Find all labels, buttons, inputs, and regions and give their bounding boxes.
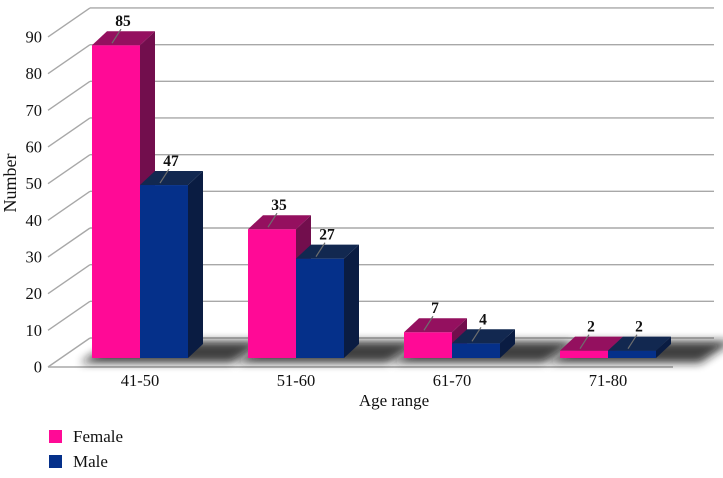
value-label: 85 — [115, 13, 131, 30]
bar-front-face — [140, 185, 188, 358]
x-category-label: 71-80 — [589, 371, 628, 390]
bar-front-face — [560, 350, 608, 358]
bar-top-face — [296, 244, 359, 259]
gridline-depth — [47, 190, 91, 221]
y-axis-title: Number — [0, 153, 20, 213]
label-leader-line — [471, 326, 482, 342]
bar-male-71-80: 2 — [608, 319, 671, 358]
y-tick-label: 50 — [26, 174, 43, 193]
y-tick-label: 60 — [26, 137, 43, 156]
y-tick-label: 0 — [34, 358, 42, 377]
label-leader-line — [579, 334, 590, 349]
bar-front-face — [248, 229, 296, 358]
x-category-label: 51-60 — [277, 371, 316, 390]
bar-front-face — [608, 350, 656, 358]
bar-female-51-60: 35 — [248, 197, 311, 358]
legend-item-male: Male — [49, 453, 123, 470]
y-tick-label: 80 — [26, 64, 43, 83]
bar-front-face — [404, 332, 452, 358]
x-category-label: 61-70 — [433, 371, 472, 390]
bar-male-61-70: 4 — [452, 311, 515, 358]
bar-front-face — [296, 258, 344, 358]
y-tick-label: 40 — [26, 211, 43, 230]
label-leader-line — [423, 315, 434, 331]
legend-swatch-female — [49, 430, 62, 443]
gridline-depth — [47, 80, 91, 111]
value-label: 4 — [479, 311, 487, 328]
value-label: 47 — [163, 153, 179, 170]
gridline-depth — [47, 117, 91, 148]
x-category-label: 41-50 — [121, 371, 160, 390]
y-tick-label: 90 — [26, 27, 43, 46]
x-axis-title: Age range — [358, 391, 430, 410]
label-leader-line — [315, 242, 326, 257]
gridline-depth — [47, 300, 91, 331]
gridline-depth — [47, 7, 91, 38]
legend-swatch-male — [49, 455, 62, 468]
bar-top-face — [92, 31, 155, 46]
value-label: 7 — [431, 300, 439, 317]
label-leader-line — [267, 212, 278, 228]
bar-side-face — [188, 171, 203, 358]
bar-front-face — [92, 45, 140, 358]
y-tick-label: 70 — [26, 101, 43, 120]
legend: Female Male — [49, 428, 123, 478]
bar-top-face — [608, 336, 671, 351]
bar-side-face — [344, 244, 359, 358]
bar-side-face — [656, 336, 671, 358]
value-label: 35 — [271, 197, 287, 214]
label-leader-line — [627, 334, 638, 349]
bar-top-face — [452, 329, 515, 344]
y-tick-label: 10 — [26, 321, 43, 340]
bar-male-51-60: 27 — [296, 227, 359, 358]
bar-top-face — [560, 336, 623, 351]
legend-label: Female — [73, 427, 124, 446]
bar-top-face — [404, 318, 467, 333]
bar-side-face — [500, 329, 515, 358]
gridline-depth — [47, 154, 91, 185]
bar-male-41-50: 47 — [140, 153, 203, 358]
value-label: 2 — [587, 319, 595, 336]
y-tick-label: 30 — [26, 247, 43, 266]
gridline-depth — [47, 337, 91, 368]
bar-top-face — [140, 171, 203, 186]
label-leader-line — [111, 28, 122, 44]
gridline-depth — [47, 264, 91, 295]
legend-item-female: Female — [49, 428, 123, 445]
gridline-depth — [47, 227, 91, 258]
value-label: 2 — [635, 319, 643, 336]
label-leader-line — [159, 168, 170, 184]
y-tick-label: 20 — [26, 284, 43, 303]
bar-top-face — [248, 215, 311, 230]
value-label: 27 — [319, 227, 335, 244]
bar-front-face — [452, 343, 500, 358]
gridline-depth — [47, 44, 91, 75]
legend-label: Male — [73, 452, 108, 471]
